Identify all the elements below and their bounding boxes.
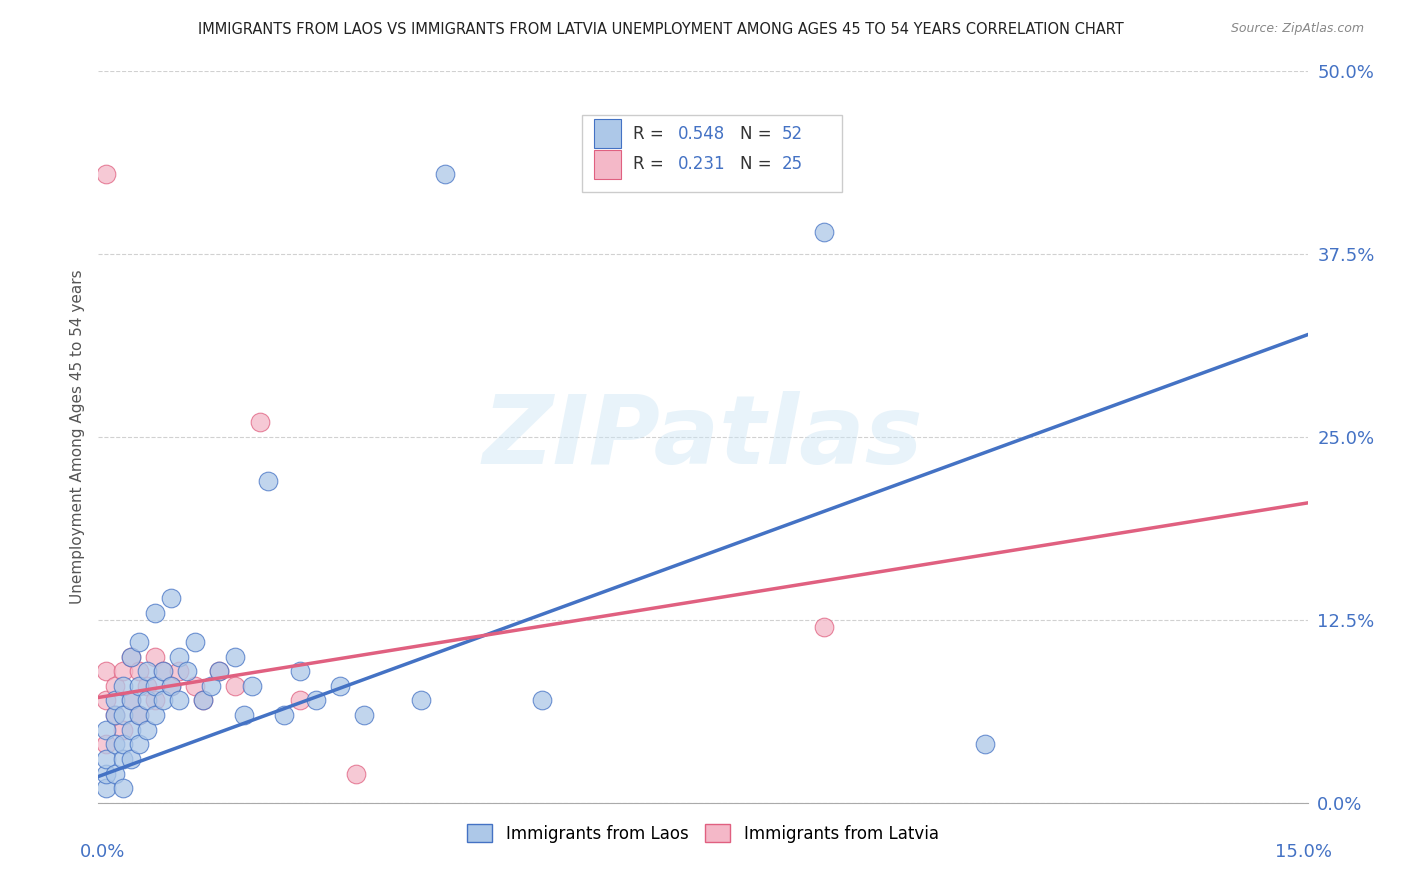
Point — [813, 620, 835, 634]
Point — [96, 752, 118, 766]
Text: 25: 25 — [782, 155, 803, 173]
Point — [128, 708, 150, 723]
Point — [160, 679, 183, 693]
Point — [224, 679, 246, 693]
Point — [120, 693, 142, 707]
Point — [240, 679, 263, 693]
Text: 0.548: 0.548 — [678, 125, 725, 143]
Point — [353, 708, 375, 723]
Text: ZIPatlas: ZIPatlas — [482, 391, 924, 483]
Point — [152, 664, 174, 678]
Point — [193, 693, 215, 707]
Bar — [582, 115, 842, 192]
Point — [530, 693, 553, 707]
Point — [249, 416, 271, 430]
Text: IMMIGRANTS FROM LAOS VS IMMIGRANTS FROM LATVIA UNEMPLOYMENT AMONG AGES 45 TO 54 : IMMIGRANTS FROM LAOS VS IMMIGRANTS FROM … — [198, 22, 1123, 37]
Point — [135, 723, 157, 737]
Text: 0.231: 0.231 — [678, 155, 725, 173]
Point — [208, 664, 231, 678]
Point — [167, 649, 190, 664]
Point — [152, 693, 174, 707]
Point — [288, 664, 311, 678]
Text: Source: ZipAtlas.com: Source: ZipAtlas.com — [1230, 22, 1364, 36]
Point — [143, 606, 166, 620]
Legend: Immigrants from Laos, Immigrants from Latvia: Immigrants from Laos, Immigrants from La… — [461, 818, 945, 849]
Text: 15.0%: 15.0% — [1275, 843, 1331, 861]
Point — [434, 167, 457, 181]
Point — [103, 708, 125, 723]
Y-axis label: Unemployment Among Ages 45 to 54 years: Unemployment Among Ages 45 to 54 years — [69, 269, 84, 605]
Bar — [595, 150, 621, 179]
Point — [193, 693, 215, 707]
Point — [111, 737, 134, 751]
Point — [96, 167, 118, 181]
Point — [103, 766, 125, 780]
Point — [120, 723, 142, 737]
Text: 52: 52 — [782, 125, 803, 143]
Point — [120, 693, 142, 707]
Text: N =: N = — [741, 155, 778, 173]
Point — [96, 766, 118, 780]
Point — [96, 693, 118, 707]
Point — [305, 693, 328, 707]
Point — [111, 679, 134, 693]
Point — [96, 737, 118, 751]
Bar — [595, 119, 621, 148]
Point — [96, 723, 118, 737]
Point — [103, 693, 125, 707]
Point — [111, 723, 134, 737]
Point — [974, 737, 997, 751]
Point — [160, 591, 183, 605]
Point — [128, 679, 150, 693]
Point — [344, 766, 367, 780]
Point — [409, 693, 432, 707]
Point — [103, 679, 125, 693]
Point — [208, 664, 231, 678]
Point — [135, 693, 157, 707]
Point — [103, 737, 125, 751]
Point — [160, 679, 183, 693]
Point — [103, 708, 125, 723]
Point — [224, 649, 246, 664]
Point — [256, 474, 278, 488]
Point — [96, 781, 118, 796]
Point — [111, 708, 134, 723]
Point — [813, 225, 835, 239]
Point — [184, 679, 207, 693]
Point — [128, 664, 150, 678]
Point — [184, 635, 207, 649]
Point — [176, 664, 198, 678]
Point — [167, 664, 190, 678]
Point — [200, 679, 222, 693]
Point — [111, 752, 134, 766]
Point — [143, 679, 166, 693]
Point — [167, 693, 190, 707]
Point — [143, 649, 166, 664]
Point — [232, 708, 254, 723]
Text: 0.0%: 0.0% — [80, 843, 125, 861]
Point — [120, 649, 142, 664]
Point — [273, 708, 295, 723]
Text: N =: N = — [741, 125, 778, 143]
Point — [128, 737, 150, 751]
Text: R =: R = — [633, 155, 669, 173]
Point — [128, 635, 150, 649]
Point — [135, 664, 157, 678]
Point — [288, 693, 311, 707]
Point — [111, 664, 134, 678]
Point — [120, 752, 142, 766]
Point — [120, 649, 142, 664]
Text: R =: R = — [633, 125, 669, 143]
Point — [96, 664, 118, 678]
Point — [111, 781, 134, 796]
Point — [128, 708, 150, 723]
Point — [329, 679, 352, 693]
Point — [143, 693, 166, 707]
Point — [135, 679, 157, 693]
Point — [143, 708, 166, 723]
Point — [152, 664, 174, 678]
